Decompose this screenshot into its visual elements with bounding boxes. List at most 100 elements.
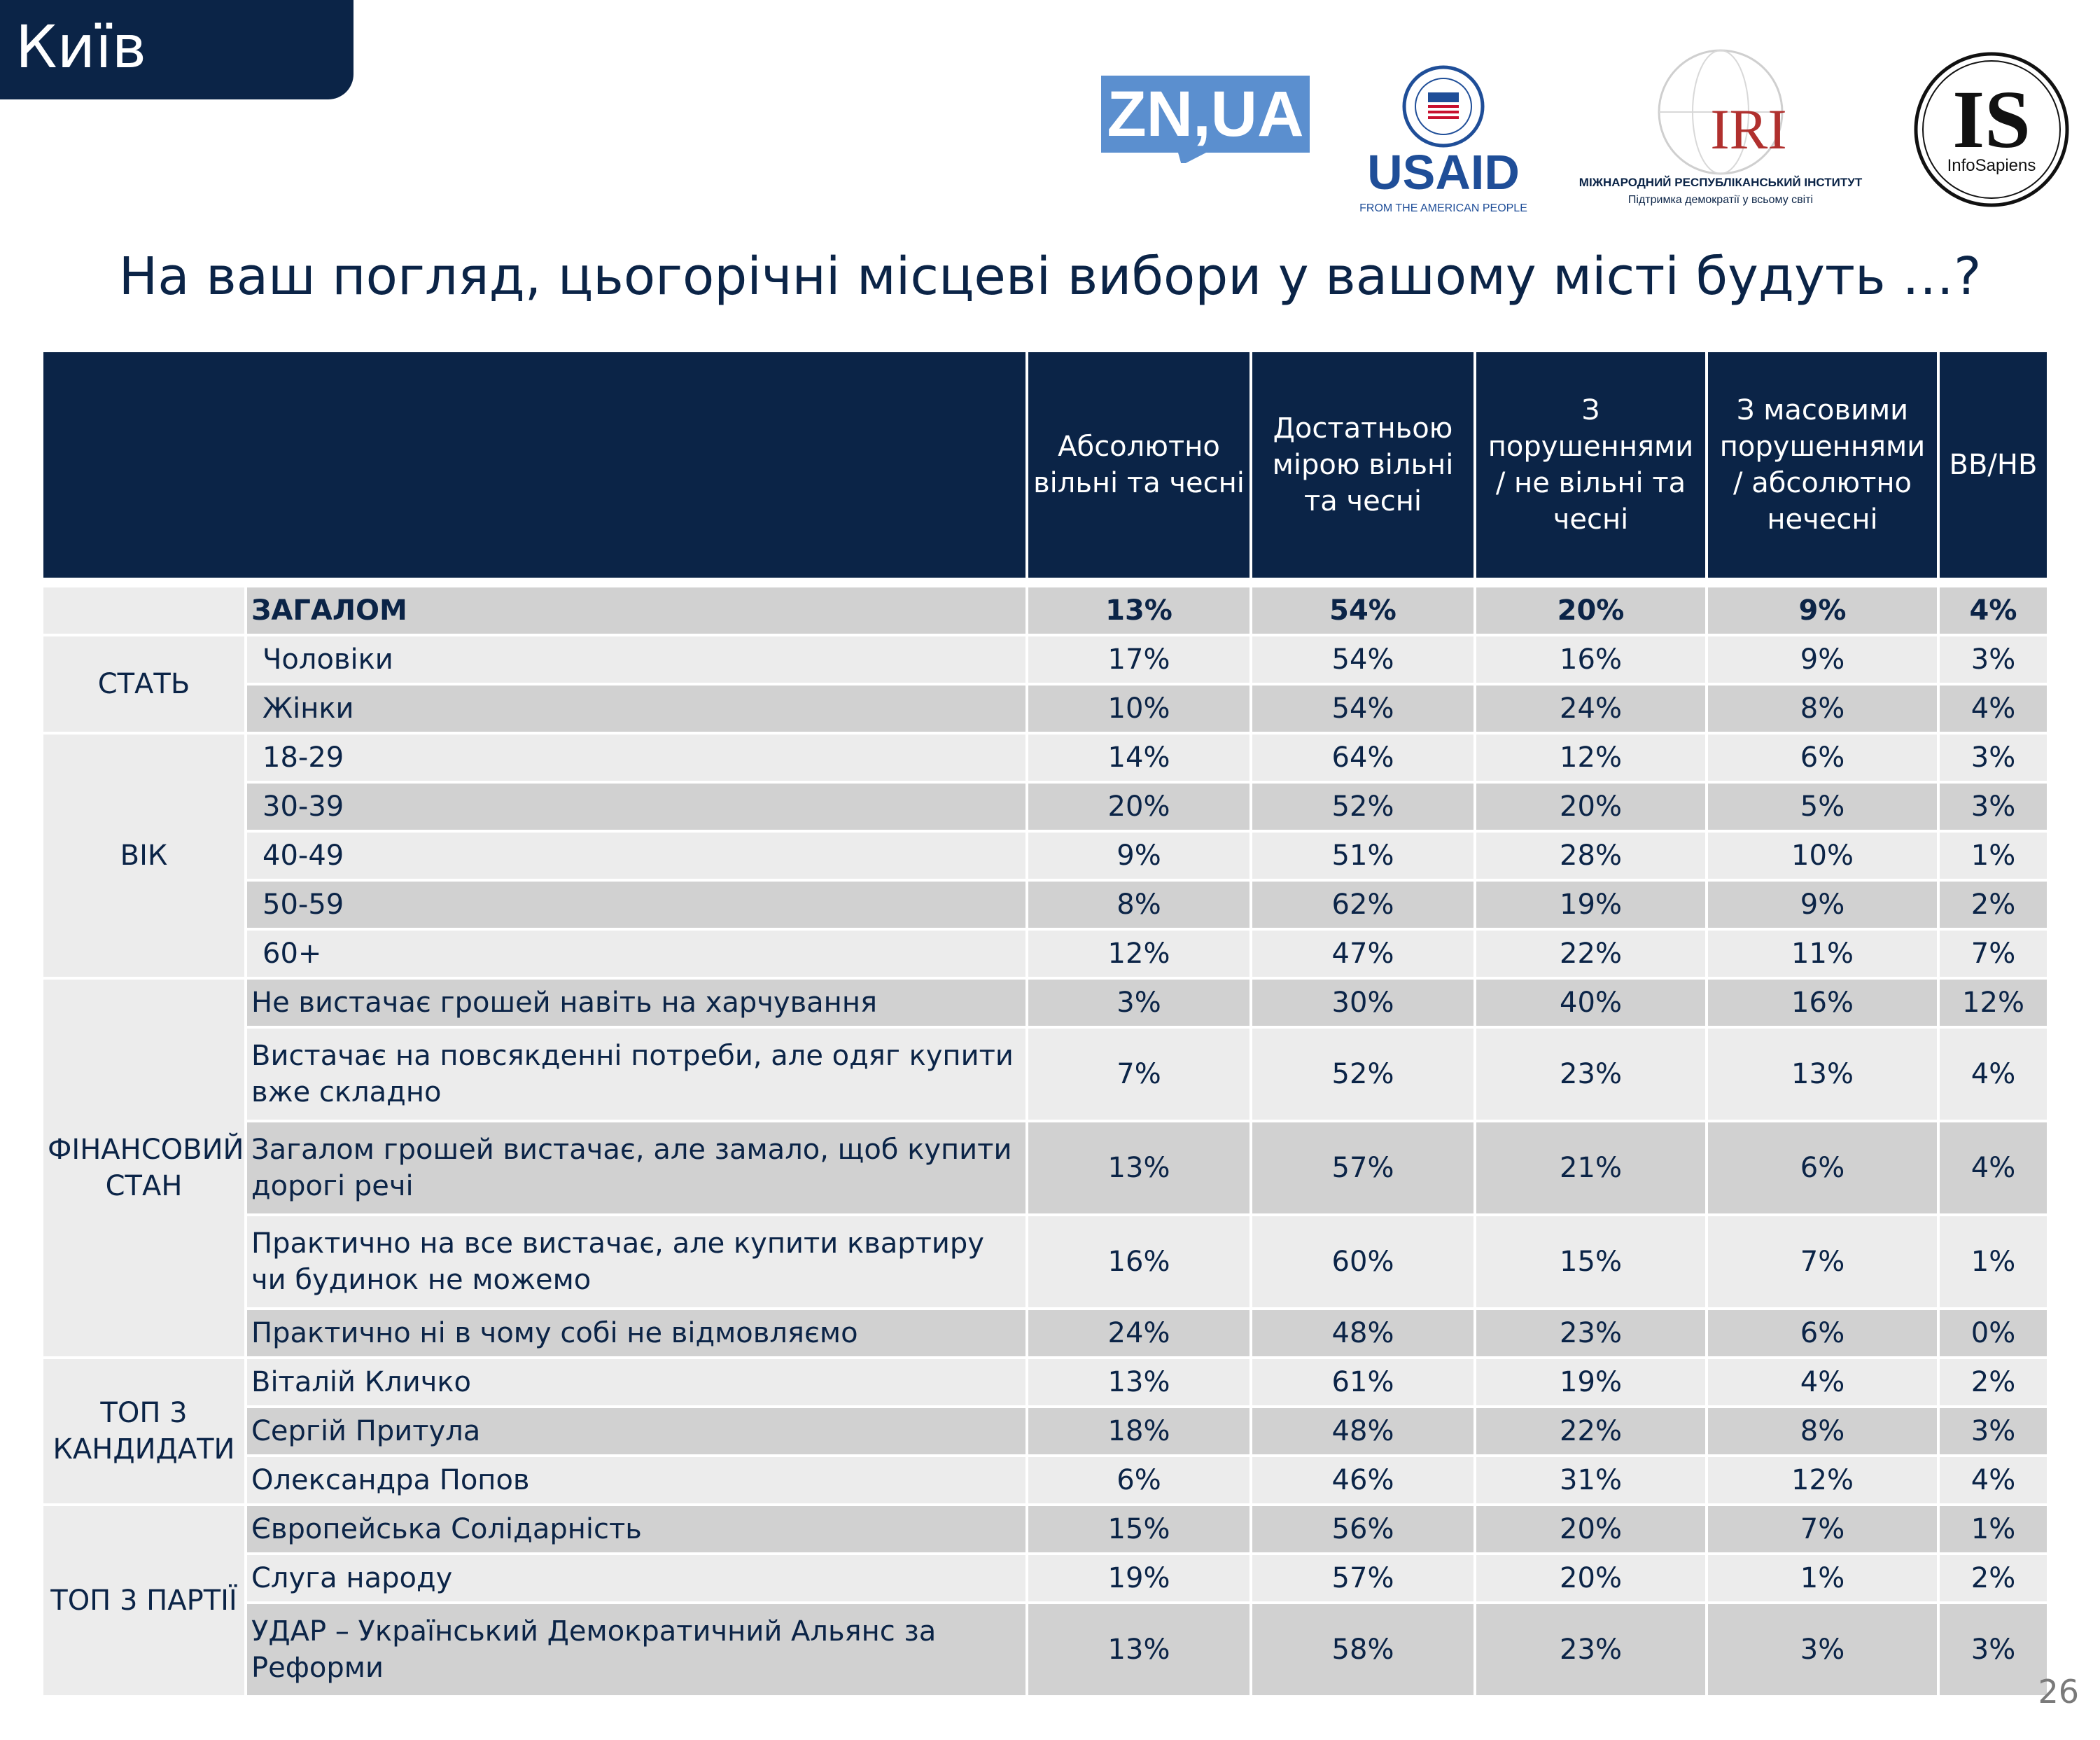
- table-row: ЗАГАЛОМ 13% 54% 20% 9% 4%: [43, 587, 2047, 636]
- value-cell: 60%: [1252, 1216, 1476, 1310]
- value-cell: 21%: [1476, 1122, 1708, 1216]
- value-cell: 30%: [1252, 980, 1476, 1029]
- value-cell: 62%: [1252, 882, 1476, 931]
- value-cell: 22%: [1476, 931, 1708, 980]
- value-cell: 6%: [1708, 735, 1940, 784]
- table-row: 40-49 9% 51% 28% 10% 1%: [43, 833, 2047, 882]
- table-row: ТОП 3 ПАРТІЇ Європейська Солідарність 15% 5…: [43, 1506, 2047, 1698]
- value-cell: 19%: [1476, 882, 1708, 931]
- value-cell: 20%: [1476, 1506, 1708, 1555]
- row-label: Сергій Притула: [247, 1408, 1028, 1457]
- value-cell: 4%: [1940, 1029, 2047, 1122]
- value-cell: 16%: [1476, 636, 1708, 685]
- value-cell: 8%: [1708, 685, 1940, 735]
- table-row: Вистачає на повсякденні потреби, але одя…: [43, 1029, 2047, 1122]
- value-cell: 4%: [1708, 1359, 1940, 1408]
- value-cell: 1%: [1940, 1216, 2047, 1310]
- value-cell: 13%: [1028, 1604, 1252, 1698]
- value-cell: 2%: [1940, 1359, 2047, 1408]
- row-label: Практично на все вистачає, але купити кв…: [247, 1216, 1028, 1310]
- value-cell: 18%: [1028, 1408, 1252, 1457]
- group-label: ТОП 3 ПАРТІЇ: [43, 1506, 247, 1698]
- table-row: 60+ 12% 47% 22% 11% 7%: [43, 931, 2047, 980]
- value-cell: 3%: [1940, 1408, 2047, 1457]
- table-row: Жінки 10% 54% 24% 8% 4%: [43, 685, 2047, 735]
- row-label: Практично ні в чому собі не відмовляємо: [247, 1310, 1028, 1359]
- value-cell: 9%: [1708, 587, 1940, 636]
- value-cell: 9%: [1708, 882, 1940, 931]
- usaid-tagline: FROM THE AMERICAN PEOPLE: [1359, 202, 1527, 214]
- row-label: 50-59: [247, 882, 1028, 931]
- value-cell: 13%: [1028, 587, 1252, 636]
- value-cell: 6%: [1708, 1122, 1940, 1216]
- header-col-3: З порушеннями / не вільні та чесні: [1476, 352, 1708, 578]
- value-cell: 54%: [1252, 685, 1476, 735]
- value-cell: 4%: [1940, 685, 2047, 735]
- value-cell: 56%: [1252, 1506, 1476, 1555]
- iri-tagline: Підтримка демократії у всьому світі: [1628, 194, 1813, 206]
- value-cell: 7%: [1940, 931, 2047, 980]
- iri-wordmark: IRI: [1710, 97, 1786, 161]
- value-cell: 2%: [1940, 1555, 2047, 1604]
- value-cell: 20%: [1028, 784, 1252, 833]
- value-cell: 11%: [1708, 931, 1940, 980]
- group-label: [43, 587, 247, 636]
- zn-ua-logo: ZN,UA: [1101, 76, 1310, 165]
- value-cell: 13%: [1028, 1122, 1252, 1216]
- value-cell: 4%: [1940, 1122, 2047, 1216]
- value-cell: 16%: [1028, 1216, 1252, 1310]
- value-cell: 12%: [1028, 931, 1252, 980]
- value-cell: 10%: [1708, 833, 1940, 882]
- value-cell: 57%: [1252, 1555, 1476, 1604]
- table-row: ФІНАНСОВИЙ СТАН Не вистачає грошей навіть…: [43, 980, 2047, 1359]
- value-cell: 22%: [1476, 1408, 1708, 1457]
- group-label: ФІНАНСОВИЙ СТАН: [43, 980, 247, 1359]
- value-cell: 24%: [1476, 685, 1708, 735]
- table-row: СТАТЬ Чоловіки 17% 54% 16% 9% 3%: [43, 636, 2047, 735]
- row-label: 18-29: [247, 735, 1028, 784]
- value-cell: 52%: [1252, 1029, 1476, 1122]
- logo-bar: ZN,UA USAID FROM THE AMERICAN PEOPLE IRI…: [0, 42, 2100, 214]
- value-cell: 3%: [1940, 784, 2047, 833]
- value-cell: 7%: [1028, 1029, 1252, 1122]
- table-body: ЗАГАЛОМ 13% 54% 20% 9% 4% СТАТЬ Чоловіки 17% 54% 1…: [43, 578, 2047, 1698]
- value-cell: 54%: [1252, 636, 1476, 685]
- value-cell: 5%: [1708, 784, 1940, 833]
- value-cell: 13%: [1708, 1029, 1940, 1122]
- value-cell: 48%: [1252, 1408, 1476, 1457]
- row-label: Жінки: [247, 685, 1028, 735]
- value-cell: 23%: [1476, 1310, 1708, 1359]
- value-cell: 3%: [1028, 980, 1252, 1029]
- value-cell: 54%: [1252, 587, 1476, 636]
- value-cell: 24%: [1028, 1310, 1252, 1359]
- value-cell: 13%: [1028, 1359, 1252, 1408]
- value-cell: 3%: [1708, 1604, 1940, 1698]
- value-cell: 20%: [1476, 784, 1708, 833]
- value-cell: 20%: [1476, 587, 1708, 636]
- value-cell: 1%: [1940, 1506, 2047, 1555]
- table-header: Абсолютно вільні та чесні Достатньою мір…: [43, 352, 2047, 578]
- header-blank-cell: [43, 352, 1028, 578]
- iri-logo: IRI МІЖНАРОДНИЙ РЕСПУБЛІКАНСЬКИЙ ІНСТИТУ…: [1567, 49, 1875, 210]
- header-col-4: З масовими порушеннями / абсолютно нечес…: [1708, 352, 1940, 578]
- value-cell: 31%: [1476, 1457, 1708, 1506]
- row-label: 60+: [247, 931, 1028, 980]
- usaid-wordmark: USAID: [1367, 145, 1520, 200]
- table-row: Сергій Притула 18% 48% 22% 8% 3%: [43, 1408, 2047, 1457]
- table-row: Слуга народу 19% 57% 20% 1% 2%: [43, 1555, 2047, 1604]
- value-cell: 51%: [1252, 833, 1476, 882]
- value-cell: 12%: [1940, 980, 2047, 1029]
- city-tab: Київ: [0, 0, 354, 99]
- value-cell: 6%: [1028, 1457, 1252, 1506]
- row-label: Загалом грошей вистачає, але замало, щоб…: [247, 1122, 1028, 1216]
- value-cell: 0%: [1940, 1310, 2047, 1359]
- value-cell: 3%: [1940, 636, 2047, 685]
- question-title: На ваш погляд, цьогорічні місцеві вибори…: [118, 246, 1982, 307]
- value-cell: 15%: [1476, 1216, 1708, 1310]
- infosapiens-logo: IS InfoSapiens: [1911, 49, 2072, 210]
- value-cell: 23%: [1476, 1604, 1708, 1698]
- table-row: 30-39 20% 52% 20% 5% 3%: [43, 784, 2047, 833]
- value-cell: 20%: [1476, 1555, 1708, 1604]
- row-label: Чоловіки: [247, 636, 1028, 685]
- group-label: ВІК: [43, 735, 247, 980]
